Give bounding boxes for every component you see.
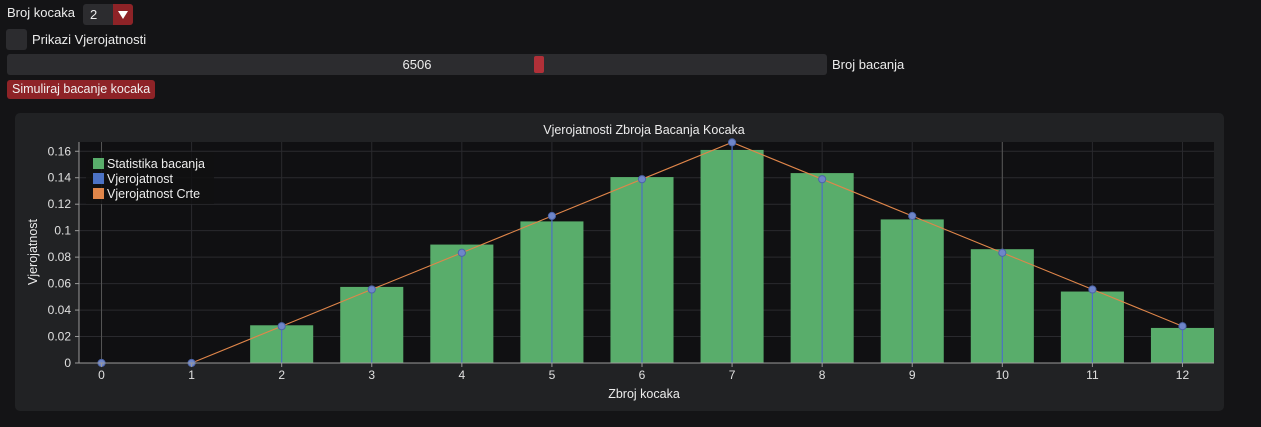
y-tick-label: 0.06 — [48, 277, 72, 291]
x-tick-label: 8 — [819, 368, 826, 382]
throw-count-value: 6506 — [402, 57, 432, 72]
x-tick-label: 7 — [729, 368, 736, 382]
legend-swatch — [93, 173, 104, 184]
legend-swatch — [93, 188, 104, 199]
show-probability-checkbox[interactable] — [6, 29, 27, 50]
probability-marker — [547, 211, 557, 221]
legend-swatch — [93, 158, 104, 169]
x-tick-label: 5 — [549, 368, 556, 382]
y-tick-label: 0.16 — [48, 144, 72, 158]
slider-grab-handle[interactable] — [534, 56, 544, 73]
simulate-button[interactable]: Simuliraj bacanje kocaka — [7, 80, 156, 99]
x-tick-label: 6 — [639, 368, 646, 382]
dice-count-label: Broj kocaka — [7, 5, 75, 20]
chart-title: Vjerojatnosti Zbroja Bacanja Kocaka — [543, 123, 745, 137]
y-tick-label: 0.14 — [48, 171, 72, 185]
show-probability-label: Prikazi Vjerojatnosti — [32, 32, 147, 47]
probability-marker — [277, 322, 286, 331]
y-tick-label: 0.12 — [48, 197, 72, 211]
x-tick-label: 11 — [1086, 368, 1099, 382]
probability-marker — [908, 211, 917, 221]
probability-marker — [1178, 322, 1187, 331]
y-axis-label: Vjerojatnost — [26, 218, 40, 285]
probability-marker — [457, 248, 466, 257]
probability-marker — [367, 285, 376, 294]
probability-marker — [998, 248, 1007, 257]
legend-label: Vjerojatnost — [107, 172, 174, 186]
legend-label: Vjerojatnost Crte — [107, 187, 200, 201]
x-axis-label: Zbroj kocaka — [608, 387, 680, 401]
x-tick-label: 2 — [278, 368, 285, 382]
y-tick-label: 0 — [64, 356, 71, 370]
probability-marker — [818, 175, 827, 184]
probability-marker — [637, 175, 647, 184]
probability-marker — [1088, 285, 1097, 294]
x-tick-label: 0 — [98, 368, 105, 382]
legend-box — [86, 152, 214, 204]
y-tick-label: 0.02 — [48, 330, 72, 344]
chevron-down-icon[interactable] — [113, 4, 133, 25]
probability-line — [191, 141, 1183, 364]
x-tick-label: 10 — [996, 368, 1010, 382]
legend-label: Statistika bacanja — [107, 157, 205, 171]
x-tick-label: 12 — [1176, 368, 1190, 382]
probability-marker — [727, 138, 737, 147]
x-tick-label: 3 — [368, 368, 375, 382]
x-tick-label: 9 — [909, 368, 916, 382]
dice-count-combo[interactable]: 2 — [83, 4, 133, 25]
y-tick-label: 0.08 — [48, 250, 72, 264]
dice-count-value: 2 — [90, 7, 98, 22]
x-tick-label: 4 — [458, 368, 465, 382]
x-tick-label: 1 — [188, 368, 195, 382]
y-tick-label: 0.04 — [48, 303, 72, 317]
throw-count-label: Broj bacanja — [832, 57, 905, 72]
y-tick-label: 0.1 — [54, 224, 71, 238]
throw-count-slider[interactable]: 6506 — [7, 54, 827, 75]
